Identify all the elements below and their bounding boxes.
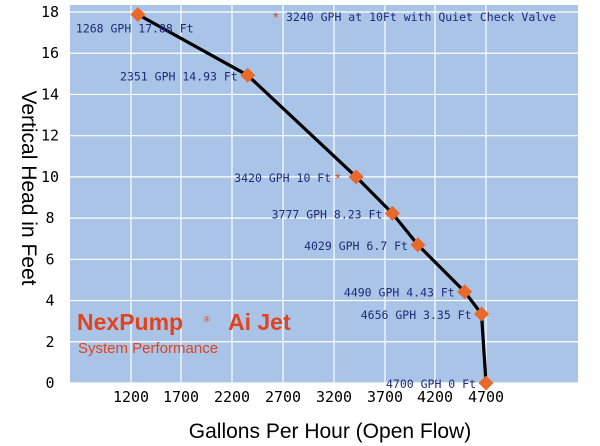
data-point-marker <box>457 284 473 300</box>
data-point-marker <box>478 375 494 391</box>
data-point-marker <box>474 306 490 322</box>
x-axis-title: Gallons Per Hour (Open Flow) <box>189 420 471 443</box>
brand-model: Ai Jet <box>228 309 291 335</box>
x-tick-label: 4700 <box>468 388 504 406</box>
y-tick-label: 6 <box>45 250 54 268</box>
y-axis-title: Vertical Head in Feet <box>17 91 40 286</box>
data-point-label: 4490 GPH 4.43 Ft <box>344 286 455 300</box>
y-tick-label: 18 <box>41 3 59 21</box>
y-tick-label: 12 <box>41 127 59 145</box>
data-labels: 1268 GPH 17.88 Ft 2351 GPH 14.93 Ft 3420 G… <box>76 21 476 391</box>
x-tick-label: 2700 <box>265 388 301 406</box>
x-tick-labels: 1200 1700 2200 2700 3200 3700 4200 4700 <box>113 388 504 406</box>
point-star-marker: * <box>335 170 341 186</box>
data-point-marker <box>348 169 364 185</box>
y-tick-label: 4 <box>45 292 54 310</box>
brand-product: NexPump <box>77 309 183 335</box>
brand-subtitle: System Performance <box>78 340 218 357</box>
data-point-marker <box>384 205 400 221</box>
y-tick-label: 8 <box>45 209 54 227</box>
data-point-label: 3777 GPH 8.23 Ft <box>272 207 383 221</box>
x-tick-label: 1700 <box>163 388 199 406</box>
data-point-label: 3420 GPH 10 Ft <box>234 171 331 185</box>
data-point-label: 2351 GPH 14.93 Ft <box>120 69 238 83</box>
data-point-marker <box>240 67 256 83</box>
y-tick-label: 16 <box>41 44 59 62</box>
grid-lines <box>70 5 578 384</box>
data-point-marker <box>130 6 146 22</box>
y-tick-label: 10 <box>41 168 59 186</box>
data-point-marker <box>410 237 426 253</box>
x-tick-label: 1200 <box>113 388 149 406</box>
x-tick-label: 2200 <box>214 388 250 406</box>
data-point-label: 4656 GPH 3.35 Ft <box>361 308 472 322</box>
note-text: 3240 GPH at 10Ft with Quiet Check Valve <box>286 10 556 24</box>
y-tick-label: 0 <box>45 374 54 392</box>
x-tick-label: 3700 <box>367 388 403 406</box>
y-tick-label: 2 <box>45 333 54 351</box>
data-point-label: 1268 GPH 17.88 Ft <box>76 21 194 35</box>
x-tick-label: 3200 <box>316 388 352 406</box>
x-tick-label: 4200 <box>417 388 453 406</box>
plot-area <box>70 5 578 383</box>
note-star: * <box>273 9 279 25</box>
data-point-label: 4029 GPH 6.7 Ft <box>304 239 408 253</box>
y-tick-labels: 0 2 4 6 8 10 12 14 16 18 <box>41 3 59 392</box>
y-tick-label: 14 <box>41 85 59 103</box>
data-markers <box>130 6 494 391</box>
registered-mark: ® <box>204 315 210 324</box>
data-point-label: 4700 GPH 0 Ft <box>386 377 476 391</box>
